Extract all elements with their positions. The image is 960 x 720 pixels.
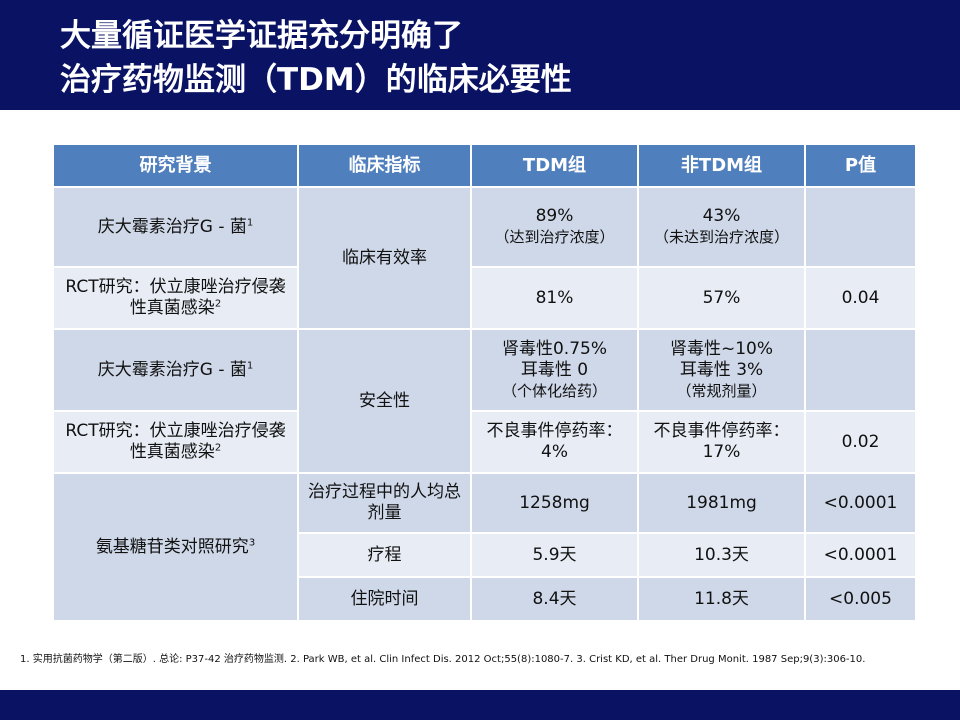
non-tdm-cell: 10.3天 bbox=[637, 532, 806, 578]
tdm-cell: 81% bbox=[470, 266, 639, 330]
metric-cell: 治疗过程中的人均总剂量 bbox=[297, 472, 472, 534]
p-value-cell: 0.04 bbox=[804, 266, 917, 330]
p-value-cell: 0.02 bbox=[804, 410, 917, 474]
note-text: （个体化给药） bbox=[501, 381, 607, 400]
header-p-value: P值 bbox=[804, 143, 917, 188]
study-text: 庆大霉素治疗G - 菌 bbox=[97, 216, 247, 237]
value-text: 43% bbox=[702, 206, 741, 226]
references-footnote: 1. 实用抗菌药物学（第二版）. 总论: P37-42 治疗药物监测. 2. P… bbox=[20, 654, 866, 665]
evidence-table: 研究背景 临床指标 TDM组 非TDM组 P值 庆大霉素治疗G - 菌1 临床有… bbox=[52, 143, 917, 622]
non-tdm-cell: 43% （未达到治疗浓度） bbox=[637, 186, 806, 268]
study-text: 氨基糖苷类对照研究 bbox=[95, 536, 249, 557]
table-row: RCT研究：伏立康唑治疗侵袭性真菌感染2 不良事件停药率：4% 不良事件停药率：… bbox=[52, 410, 917, 474]
study-cell: 庆大霉素治疗G - 菌1 bbox=[52, 328, 299, 412]
p-value-cell: <0.0001 bbox=[804, 472, 917, 534]
ref-marker: 2 bbox=[214, 298, 222, 310]
metric-cell: 临床有效率 bbox=[297, 186, 472, 330]
tdm-cell: 肾毒性0.75% 耳毒性 0 （个体化给药） bbox=[470, 328, 639, 412]
header-tdm: TDM组 bbox=[470, 143, 639, 188]
value-text: 肾毒性~10% bbox=[669, 338, 774, 359]
table-header-row: 研究背景 临床指标 TDM组 非TDM组 P值 bbox=[52, 143, 917, 188]
study-cell: RCT研究：伏立康唑治疗侵袭性真菌感染2 bbox=[52, 410, 299, 474]
study-cell: 庆大霉素治疗G - 菌1 bbox=[52, 186, 299, 268]
note-text: （达到治疗浓度） bbox=[494, 228, 615, 246]
study-cell: RCT研究：伏立康唑治疗侵袭性真菌感染2 bbox=[52, 266, 299, 330]
value-text: 耳毒性 3% bbox=[679, 359, 764, 380]
table-row: RCT研究：伏立康唑治疗侵袭性真菌感染2 81% 57% 0.04 bbox=[52, 266, 917, 330]
p-value-cell: <0.0001 bbox=[804, 532, 917, 578]
non-tdm-cell: 肾毒性~10% 耳毒性 3% （常规剂量） bbox=[637, 328, 806, 412]
ref-marker: 2 bbox=[214, 442, 222, 454]
value-text: 耳毒性 0 bbox=[520, 359, 589, 380]
non-tdm-cell: 1981mg bbox=[637, 472, 806, 534]
p-value-cell: <0.005 bbox=[804, 576, 917, 622]
p-value-cell bbox=[804, 328, 917, 412]
non-tdm-cell: 11.8天 bbox=[637, 576, 806, 622]
header-metric: 临床指标 bbox=[297, 143, 472, 188]
metric-cell: 安全性 bbox=[297, 328, 472, 474]
ref-marker: 1 bbox=[246, 216, 254, 228]
table-row: 庆大霉素治疗G - 菌1 安全性 肾毒性0.75% 耳毒性 0 （个体化给药） … bbox=[52, 328, 917, 474]
tdm-cell: 5.9天 bbox=[470, 532, 639, 578]
header-study: 研究背景 bbox=[52, 143, 299, 188]
value-text: 肾毒性0.75% bbox=[501, 338, 607, 359]
p-value-cell bbox=[804, 186, 917, 268]
table-row: 疗程 5.9天 10.3天 <0.0001 bbox=[53, 532, 917, 578]
table-row: 庆大霉素治疗G - 菌1 临床有效率 89% （达到治疗浓度） 43% （未达到… bbox=[52, 186, 917, 330]
study-text: RCT研究：伏立康唑治疗侵袭性真菌感染 bbox=[65, 277, 286, 318]
metric-cell: 疗程 bbox=[297, 532, 472, 578]
non-tdm-cell: 不良事件停药率：17% bbox=[637, 410, 806, 474]
header-non-tdm: 非TDM组 bbox=[637, 143, 806, 188]
footer-bar bbox=[0, 690, 960, 720]
page-title: 大量循证医学证据充分明确了 治疗药物监测（TDM）的临床必要性 bbox=[60, 14, 940, 102]
metric-cell: 住院时间 bbox=[297, 576, 472, 622]
study-cell: 氨基糖苷类对照研究3 bbox=[52, 472, 299, 622]
tdm-cell: 8.4天 bbox=[470, 576, 639, 622]
tdm-cell: 1258mg bbox=[470, 472, 639, 534]
table-row: 氨基糖苷类对照研究3 治疗过程中的人均总剂量 1258mg 1981mg <0.… bbox=[52, 472, 917, 622]
ref-marker: 3 bbox=[248, 536, 256, 548]
title-line-2: 治疗药物监测（TDM）的临床必要性 bbox=[60, 62, 572, 98]
table-row: 住院时间 8.4天 11.8天 <0.005 bbox=[53, 576, 917, 622]
title-bar bbox=[0, 0, 960, 110]
tdm-cell: 不良事件停药率：4% bbox=[470, 410, 639, 474]
study-text: 庆大霉素治疗G - 菌 bbox=[97, 359, 247, 380]
non-tdm-cell: 57% bbox=[637, 266, 806, 330]
study-text: RCT研究：伏立康唑治疗侵袭性真菌感染 bbox=[65, 421, 286, 462]
tdm-cell: 89% （达到治疗浓度） bbox=[470, 186, 639, 268]
ref-marker: 1 bbox=[246, 359, 254, 371]
value-text: 89% bbox=[535, 206, 574, 226]
title-line-1: 大量循证医学证据充分明确了 bbox=[60, 18, 463, 54]
note-text: （常规剂量） bbox=[676, 381, 767, 400]
note-text: （未达到治疗浓度） bbox=[653, 228, 789, 246]
